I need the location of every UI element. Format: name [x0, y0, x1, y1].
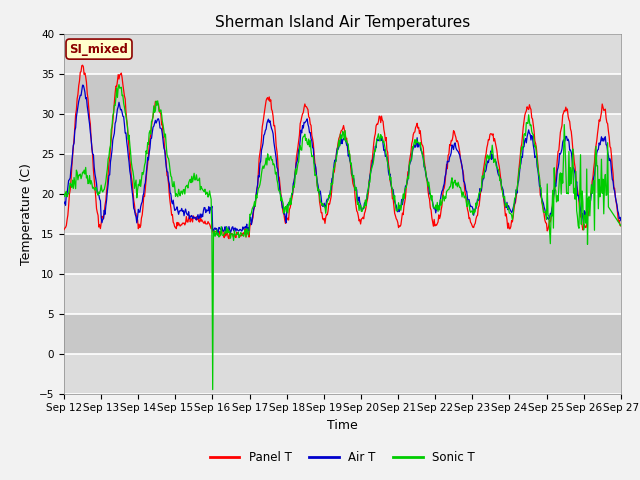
Bar	[64, 193, 621, 234]
Title: Sherman Island Air Temperatures: Sherman Island Air Temperatures	[215, 15, 470, 30]
Bar	[64, 114, 621, 154]
Legend: Panel T, Air T, Sonic T: Panel T, Air T, Sonic T	[205, 446, 480, 469]
Bar	[64, 234, 621, 274]
Bar	[64, 274, 621, 313]
Bar	[64, 354, 621, 394]
Bar	[64, 313, 621, 354]
Bar	[64, 73, 621, 114]
X-axis label: Time: Time	[327, 419, 358, 432]
Y-axis label: Temperature (C): Temperature (C)	[20, 163, 33, 264]
Bar	[64, 34, 621, 73]
Bar	[64, 154, 621, 193]
Text: SI_mixed: SI_mixed	[70, 43, 129, 56]
